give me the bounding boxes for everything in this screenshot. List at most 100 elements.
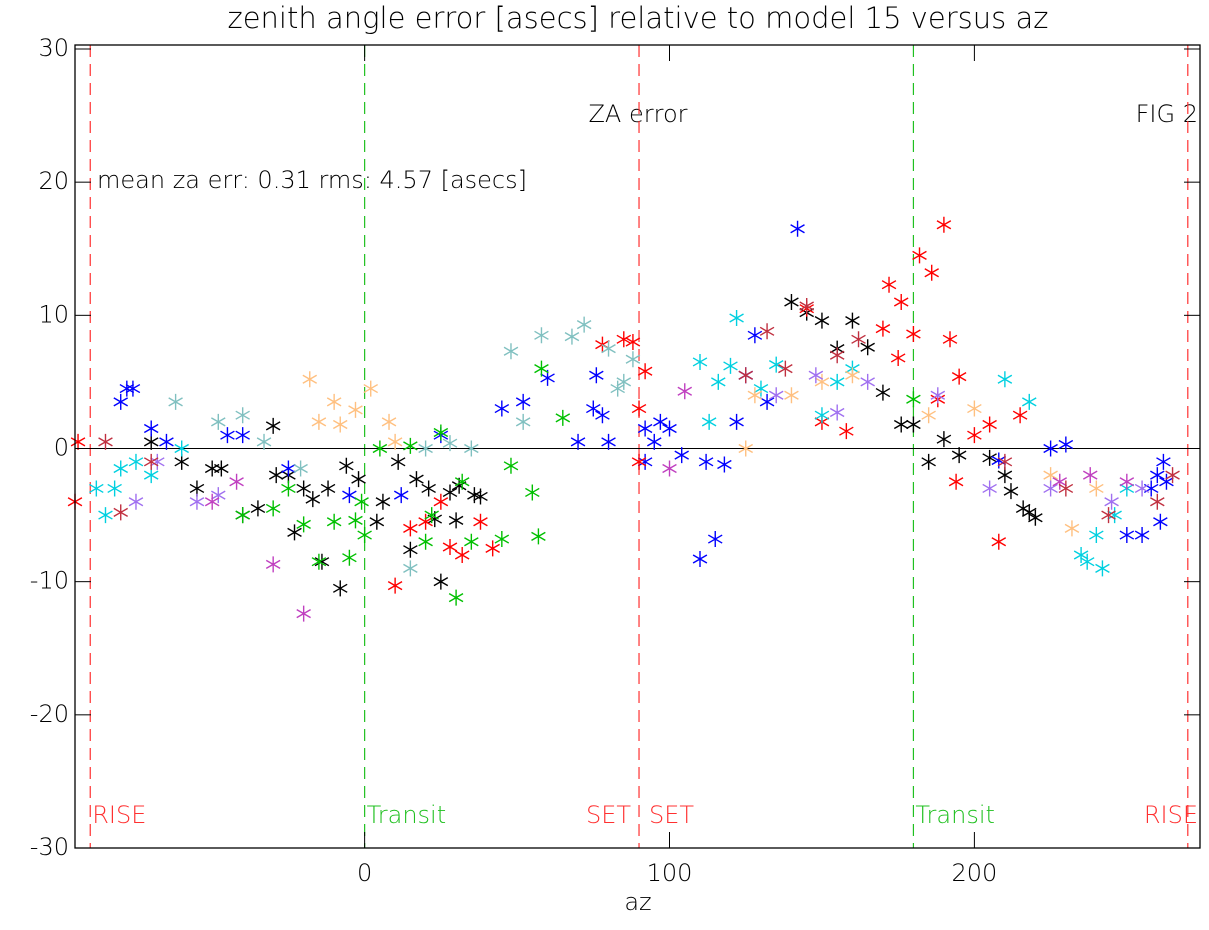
point — [616, 331, 632, 348]
point — [107, 480, 122, 497]
point — [610, 380, 625, 397]
point — [948, 473, 964, 490]
y-tick-label: 30 — [38, 34, 69, 62]
point — [1052, 473, 1068, 490]
point — [473, 513, 488, 530]
point — [1159, 473, 1174, 490]
point — [387, 577, 403, 594]
point — [515, 413, 531, 430]
point — [936, 431, 952, 448]
point — [464, 533, 479, 550]
point — [403, 520, 418, 537]
point — [265, 500, 281, 517]
point — [799, 298, 814, 315]
point — [808, 367, 824, 384]
point — [348, 512, 363, 529]
point — [296, 516, 311, 533]
point — [967, 400, 982, 417]
point — [936, 216, 952, 233]
point — [515, 393, 531, 410]
point — [906, 416, 921, 433]
point — [768, 387, 784, 404]
point — [1012, 407, 1028, 424]
x-axis-label: az — [624, 888, 651, 916]
point — [296, 480, 311, 497]
point — [616, 373, 632, 390]
point — [1104, 493, 1119, 510]
point — [442, 435, 458, 452]
point — [595, 407, 610, 424]
point — [332, 416, 348, 433]
point — [98, 433, 113, 450]
point — [1119, 527, 1135, 544]
point — [113, 504, 129, 521]
point — [586, 400, 601, 417]
point — [778, 360, 793, 377]
point — [1134, 527, 1150, 544]
point — [454, 473, 470, 490]
point — [235, 507, 250, 524]
point — [814, 407, 830, 424]
point — [214, 460, 229, 477]
point — [189, 493, 205, 510]
point — [589, 367, 604, 384]
point — [967, 427, 982, 444]
point — [982, 449, 997, 466]
point — [265, 556, 281, 573]
point — [534, 360, 549, 377]
point — [494, 400, 510, 417]
point — [211, 487, 226, 504]
point — [1021, 393, 1037, 410]
point — [1089, 480, 1104, 497]
point — [125, 380, 141, 397]
annotation: ZA error — [588, 100, 687, 128]
point — [924, 264, 939, 281]
point — [354, 493, 369, 510]
point — [1043, 480, 1058, 497]
point — [698, 453, 714, 470]
point — [143, 420, 159, 437]
point — [418, 440, 433, 457]
point — [326, 513, 342, 530]
point — [1028, 509, 1043, 526]
point — [829, 404, 845, 421]
point — [1165, 467, 1180, 484]
point — [677, 383, 693, 400]
point — [339, 457, 354, 474]
point — [89, 480, 104, 497]
point — [711, 373, 726, 390]
point — [348, 401, 363, 418]
point — [1079, 553, 1095, 570]
point — [839, 423, 854, 440]
point — [1150, 493, 1165, 510]
point — [418, 513, 433, 530]
point — [951, 447, 967, 464]
reference-label: Transit — [915, 801, 995, 829]
point — [159, 433, 174, 450]
point — [168, 393, 183, 410]
point — [503, 457, 519, 474]
point — [860, 373, 875, 390]
point — [281, 480, 296, 497]
point — [525, 484, 540, 501]
point — [753, 380, 769, 397]
point — [991, 533, 1007, 550]
point — [351, 471, 366, 488]
point — [768, 356, 784, 373]
point — [729, 413, 744, 430]
point — [235, 407, 250, 424]
reference-label: Transit — [367, 801, 447, 829]
point — [204, 493, 220, 510]
point — [860, 339, 875, 356]
y-tick-label: 10 — [38, 300, 69, 328]
point — [1153, 513, 1168, 530]
y-tick-label: -10 — [30, 567, 69, 595]
point — [890, 349, 906, 366]
point — [381, 413, 397, 430]
point — [256, 433, 272, 450]
point — [293, 460, 308, 477]
point — [119, 380, 135, 397]
point — [387, 433, 403, 450]
point — [1134, 480, 1150, 497]
